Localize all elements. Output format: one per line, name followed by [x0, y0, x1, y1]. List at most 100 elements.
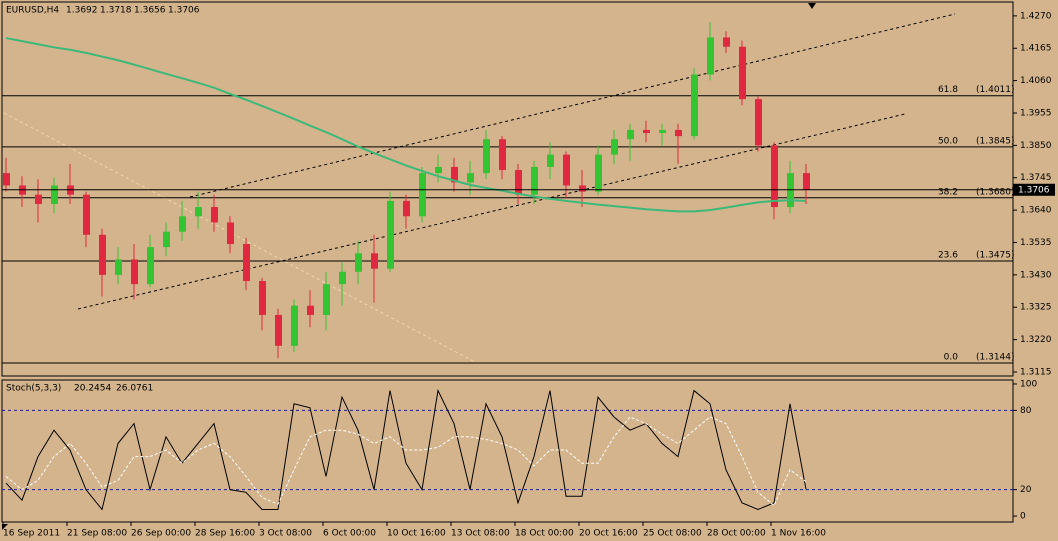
candle-body — [179, 216, 186, 232]
candle-body — [563, 154, 570, 186]
y-tick-label: 0 — [1020, 512, 1026, 522]
candle-body — [659, 129, 666, 134]
x-tick-label: 26 Sep 00:00 — [131, 529, 191, 539]
stoch-panel — [1, 379, 1014, 523]
candle-body — [803, 173, 810, 190]
y-tick-label: 1.3955 — [1020, 108, 1052, 118]
x-tick-label: 21 Sep 08:00 — [67, 529, 127, 539]
y-tick-label: 1.4060 — [1020, 76, 1052, 86]
candle-body — [259, 281, 266, 315]
candle-body — [451, 166, 458, 183]
x-tick-label: 20 Oct 16:00 — [579, 529, 638, 539]
x-tick-label: 3 Oct 08:00 — [259, 529, 312, 539]
moving-average — [5, 37, 807, 213]
fibo-level: 38.2 — [938, 187, 958, 197]
candle-body — [675, 129, 682, 137]
y-tick-label: 1.3220 — [1020, 335, 1052, 345]
y-tick-label: 100 — [1020, 379, 1037, 389]
candle-body — [755, 99, 762, 146]
candle-body — [467, 173, 474, 183]
y-tick-label: 1.4165 — [1020, 44, 1052, 54]
candle-body — [707, 37, 714, 75]
candle-body — [531, 166, 538, 195]
stoch-signal-value: 26.0761 — [116, 384, 153, 394]
candle-body — [355, 253, 362, 272]
candle-body — [739, 46, 746, 100]
x-tick-label: 1 Nov 16:00 — [771, 529, 826, 539]
y-tick-label: 1.3745 — [1020, 173, 1052, 183]
ohlc-high: 1.3718 — [100, 6, 132, 16]
x-tick-label: 28 Oct 00:00 — [707, 529, 766, 539]
last-price-tag: 1.3706 — [1018, 185, 1050, 195]
y-tick-label: 80 — [1020, 406, 1032, 416]
ohlc-close: 1.3706 — [168, 6, 200, 16]
fibo-price: (1.3475) — [976, 250, 1015, 260]
y-tick-label: 1.3430 — [1020, 270, 1052, 280]
candle-body — [51, 185, 58, 204]
candle-body — [611, 139, 618, 155]
x-tick-label: 25 Oct 08:00 — [643, 529, 702, 539]
y-tick-label: 1.3325 — [1020, 303, 1052, 313]
candle-body — [627, 129, 634, 140]
fibo-price: (1.4011) — [976, 85, 1015, 95]
candle-body — [115, 259, 122, 275]
x-tick-label: 18 Oct 00:00 — [515, 529, 574, 539]
fibo-price: (1.3845) — [976, 136, 1015, 146]
candle-body — [195, 207, 202, 217]
candle-body — [515, 170, 522, 195]
stoch-line — [5, 388, 807, 511]
candle-body — [291, 305, 298, 346]
candle-body — [99, 234, 106, 275]
candle-body — [275, 314, 282, 346]
candle-body — [35, 194, 42, 204]
x-tick-label: 10 Oct 16:00 — [387, 529, 446, 539]
trendline — [189, 13, 956, 198]
candle-body — [227, 222, 234, 245]
candle-body — [547, 154, 554, 167]
candle-body — [307, 305, 314, 315]
candle-body — [723, 37, 730, 47]
fibo-level: 61.8 — [938, 85, 958, 95]
candle-body — [403, 200, 410, 217]
shift-marker — [808, 3, 816, 9]
ohlc-open: 1.3692 — [66, 6, 98, 16]
fibo-level: 0.0 — [944, 353, 959, 363]
candle-body — [163, 231, 170, 248]
candle-body — [131, 259, 138, 285]
candle-body — [499, 139, 506, 171]
candle-body — [83, 194, 90, 235]
x-tick-label: 13 Oct 08:00 — [451, 529, 510, 539]
candle-body — [3, 173, 10, 186]
y-tick-label: 1.3115 — [1020, 367, 1052, 377]
candle-body — [419, 173, 426, 217]
ohlc-low: 1.3656 — [134, 6, 166, 16]
last-price-tag-bg — [1013, 183, 1055, 196]
candle-body — [211, 207, 218, 223]
stoch-line — [5, 416, 807, 507]
candle-body — [643, 129, 650, 134]
candle-body — [595, 154, 602, 192]
fibo-price: (1.3144) — [976, 353, 1015, 363]
candle-body — [339, 271, 346, 285]
candle-body — [323, 284, 330, 315]
candle-body — [387, 200, 394, 269]
y-tick-label: 20 — [1020, 485, 1032, 495]
x-tick-label: 6 Oct 00:00 — [323, 529, 376, 539]
candle-body — [483, 139, 490, 174]
x-tick-label: 16 Sep 2011 — [3, 529, 60, 539]
candle-body — [691, 74, 698, 137]
candle-body — [435, 166, 442, 174]
candle-body — [147, 247, 154, 285]
candle-body — [243, 244, 250, 282]
trendline — [3, 112, 476, 363]
candle-body — [771, 145, 778, 208]
stoch-main-value: 20.2454 — [74, 384, 111, 394]
y-tick-label: 1.3850 — [1020, 141, 1052, 151]
fibo-level: 50.0 — [938, 136, 958, 146]
fibo-price: (1.3680) — [976, 187, 1015, 197]
candle-body — [371, 253, 378, 269]
y-tick-label: 1.3535 — [1020, 238, 1052, 248]
